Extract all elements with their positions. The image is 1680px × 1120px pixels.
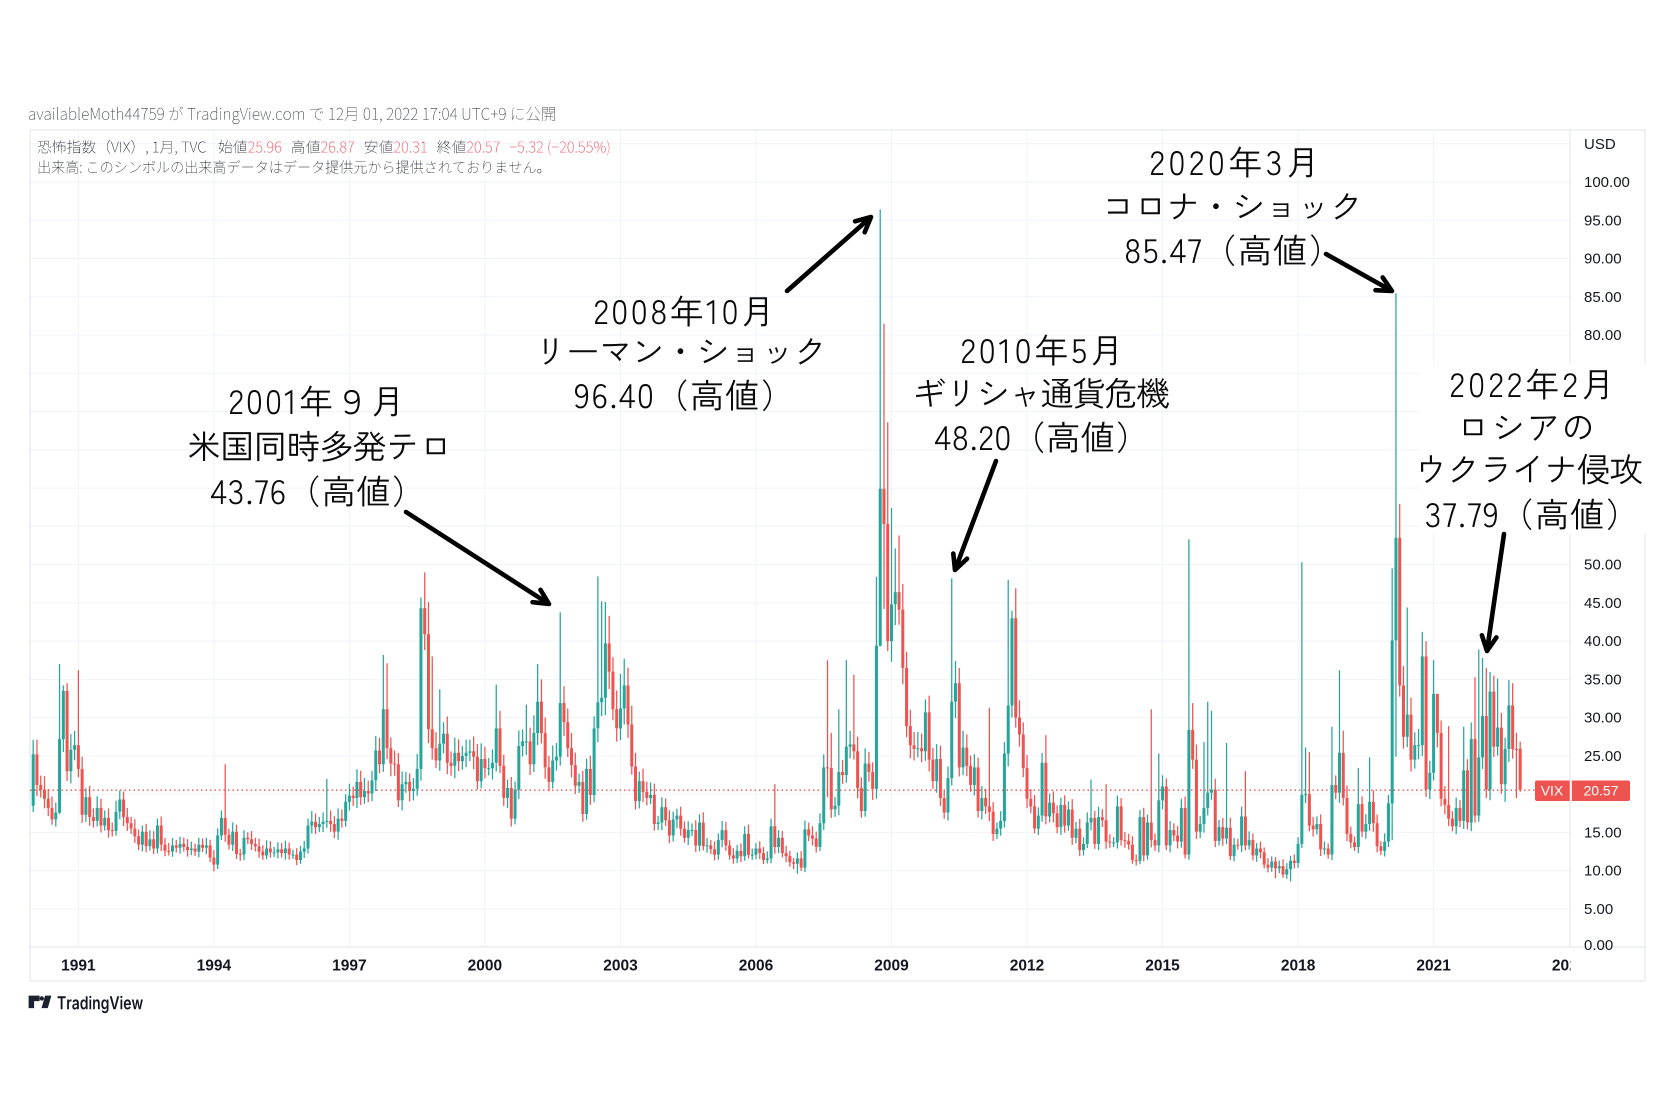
- svg-text:2021: 2021: [1416, 958, 1451, 975]
- svg-text:0.00: 0.00: [1584, 937, 1613, 954]
- svg-text:50.00: 50.00: [1584, 557, 1622, 574]
- svg-text:5.00: 5.00: [1584, 901, 1613, 918]
- svg-text:85.00: 85.00: [1584, 289, 1622, 306]
- svg-text:2018: 2018: [1281, 958, 1316, 975]
- svg-text:2012: 2012: [1010, 958, 1044, 975]
- svg-text:45.00: 45.00: [1584, 595, 1622, 612]
- svg-text:1994: 1994: [197, 958, 232, 975]
- svg-text:40.00: 40.00: [1584, 633, 1622, 650]
- svg-text:20.57: 20.57: [1583, 783, 1618, 799]
- svg-text:VIX: VIX: [1541, 783, 1564, 799]
- svg-text:95.00: 95.00: [1584, 212, 1622, 229]
- svg-text:35.00: 35.00: [1584, 671, 1622, 688]
- svg-text:1997: 1997: [332, 958, 366, 975]
- svg-text:2006: 2006: [739, 958, 774, 975]
- svg-text:2003: 2003: [603, 958, 638, 975]
- svg-text:15.00: 15.00: [1584, 824, 1622, 841]
- svg-text:90.00: 90.00: [1584, 251, 1622, 268]
- svg-text:2015: 2015: [1145, 958, 1180, 975]
- svg-text:10.00: 10.00: [1584, 863, 1622, 880]
- svg-text:USD: USD: [1584, 136, 1616, 153]
- svg-text:30.00: 30.00: [1584, 710, 1622, 727]
- svg-text:1991: 1991: [61, 958, 96, 975]
- svg-text:80.00: 80.00: [1584, 327, 1622, 344]
- svg-text:25.00: 25.00: [1584, 748, 1622, 765]
- svg-text:2000: 2000: [468, 958, 502, 975]
- svg-text:2009: 2009: [874, 958, 909, 975]
- svg-text:100.00: 100.00: [1584, 174, 1630, 191]
